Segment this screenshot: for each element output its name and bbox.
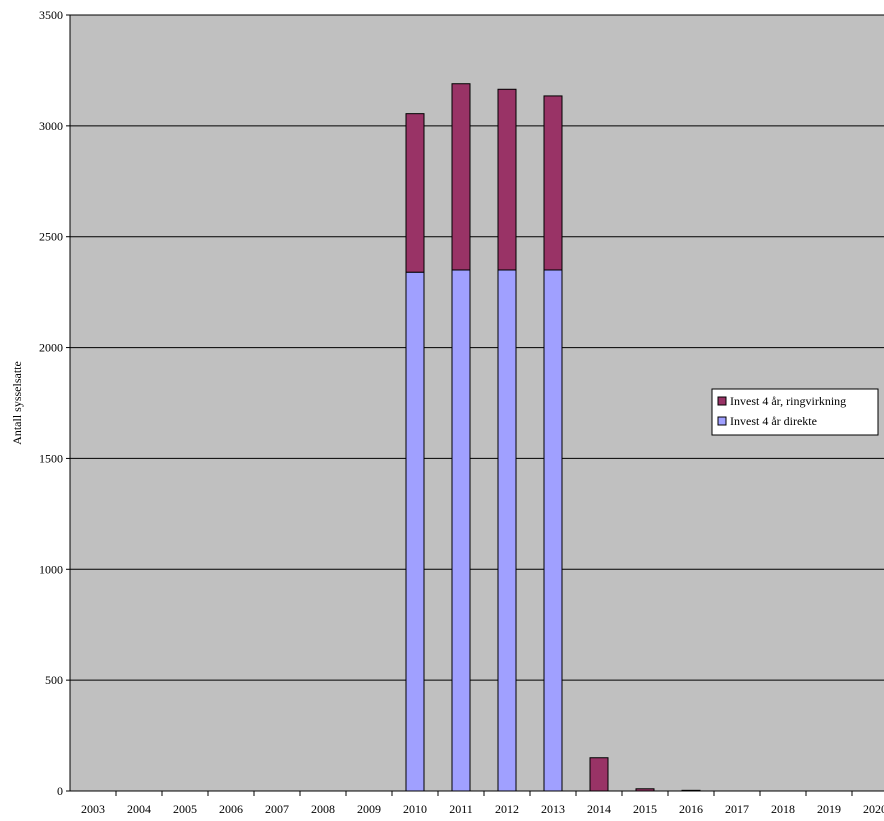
x-tick-label: 2020 [863, 802, 884, 816]
x-tick-labels: 2003 2004 2005 2006 2007 2008 2009 2010 2011 2012… [81, 802, 884, 816]
y-tick-label: 3500 [39, 8, 63, 22]
gridlines [70, 14, 884, 681]
bar-segment-ringvirkning [451, 83, 471, 271]
bar-segment-ringvirkning [543, 95, 563, 271]
legend-label: Invest 4 år, ringvirkning [730, 394, 846, 408]
x-tick-label: 2007 [265, 802, 289, 816]
x-tick-label: 2010 [403, 802, 427, 816]
bar-segment-ringvirkning [405, 113, 425, 273]
x-tick-label: 2005 [173, 802, 197, 816]
x-tick-label: 2004 [127, 802, 151, 816]
x-tick-label: 2012 [495, 802, 519, 816]
axes [66, 14, 884, 796]
x-tick-label: 2019 [817, 802, 841, 816]
legend-swatch [717, 396, 727, 406]
x-tick-label: 2009 [357, 802, 381, 816]
x-tick-label: 2006 [219, 802, 243, 816]
bar-segment-direkte [451, 269, 471, 792]
y-tick-labels: 0 500 1000 1500 2000 2500 3000 3500 [39, 8, 63, 798]
x-tick-label: 2015 [633, 802, 657, 816]
y-tick-label: 0 [57, 784, 63, 798]
x-tick-label: 2014 [587, 802, 611, 816]
bars [405, 83, 701, 792]
y-tick-label: 3000 [39, 119, 63, 133]
y-tick-label: 1500 [39, 451, 63, 465]
x-tick-label: 2003 [81, 802, 105, 816]
x-tick-label: 2018 [771, 802, 795, 816]
bar-segment-ringvirkning [589, 757, 609, 792]
y-axis-label: Antall sysselsatte [10, 361, 24, 445]
bar-segment-direkte [405, 271, 425, 792]
x-tick-label: 2008 [311, 802, 335, 816]
legend-box [711, 388, 879, 436]
x-tick-label: 2016 [679, 802, 703, 816]
bar-segment-direkte [543, 269, 563, 792]
bar-segment-ringvirkning [497, 88, 517, 271]
legend-swatch [717, 416, 727, 426]
bar-segment-direkte [497, 269, 517, 792]
y-tick-label: 2500 [39, 230, 63, 244]
y-tick-label: 500 [45, 673, 63, 687]
x-tick-label: 2011 [449, 802, 473, 816]
y-tick-label: 2000 [39, 341, 63, 355]
legend-label: Invest 4 år direkte [730, 414, 817, 428]
y-tick-label: 1000 [39, 562, 63, 576]
x-tick-label: 2013 [541, 802, 565, 816]
legend: Invest 4 år, ringvirkning Invest 4 år dir… [711, 388, 879, 436]
x-tick-label: 2017 [725, 802, 749, 816]
